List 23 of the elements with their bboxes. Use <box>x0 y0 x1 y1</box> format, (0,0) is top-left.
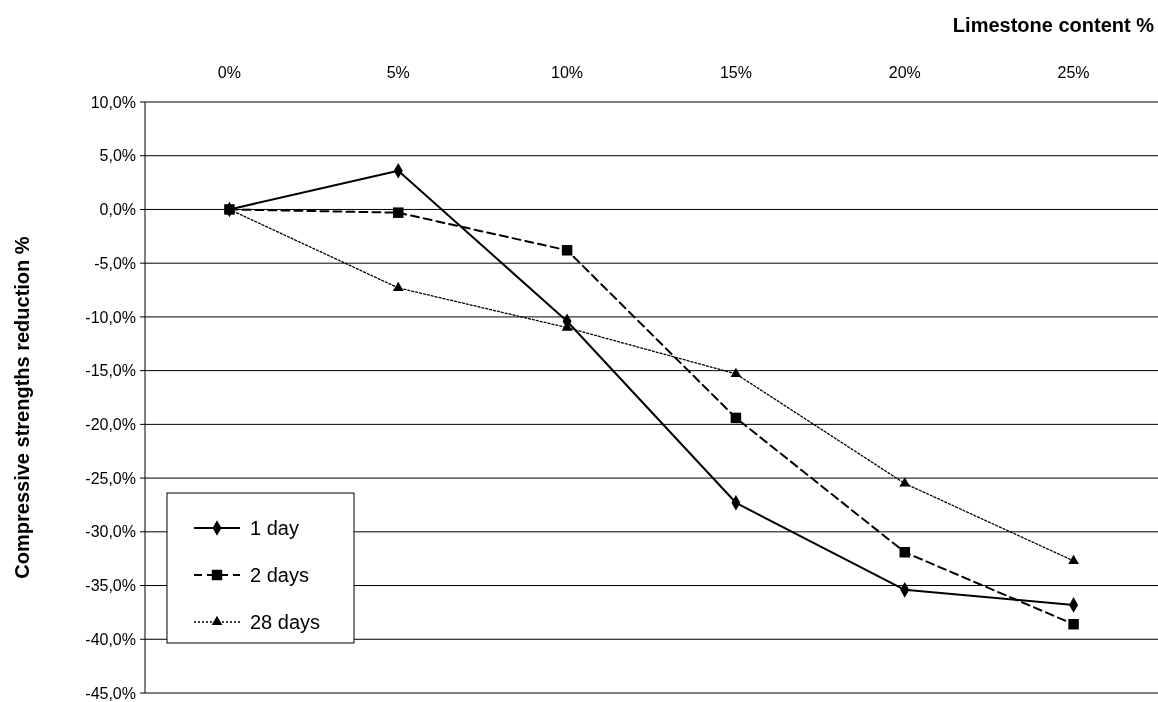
y-tick-label: -20,0% <box>85 415 136 433</box>
y-tick-label: -30,0% <box>85 523 136 541</box>
y-tick-label: -45,0% <box>85 684 136 702</box>
x-tick-label: 15% <box>719 64 752 81</box>
y-tick-label: -35,0% <box>85 577 136 595</box>
legend-label: 28 days <box>250 611 321 633</box>
x-tick-label: 20% <box>888 64 921 81</box>
y-tick-label: -25,0% <box>85 469 136 487</box>
y-tick-label: -40,0% <box>85 630 136 648</box>
x-tick-label: 0% <box>217 64 241 81</box>
y-tick-label: -10,0% <box>85 308 136 326</box>
y-tick-label: -5,0% <box>94 254 136 272</box>
x-tick-label: 25% <box>1057 64 1090 81</box>
legend-label: 2 days <box>250 564 309 586</box>
y-tick-label: 10,0% <box>90 93 136 111</box>
y-tick-label: -15,0% <box>85 362 136 380</box>
x-axis-title: Limestone content % <box>952 14 1155 36</box>
x-tick-label: 10% <box>551 64 584 81</box>
legend-label: 1 day <box>250 517 299 539</box>
x-tick-label: 5% <box>386 64 410 81</box>
y-tick-label: 0,0% <box>99 201 136 219</box>
y-tick-label: 5,0% <box>99 147 136 165</box>
y-axis-title: Compressive strengths reduction % <box>11 236 33 579</box>
